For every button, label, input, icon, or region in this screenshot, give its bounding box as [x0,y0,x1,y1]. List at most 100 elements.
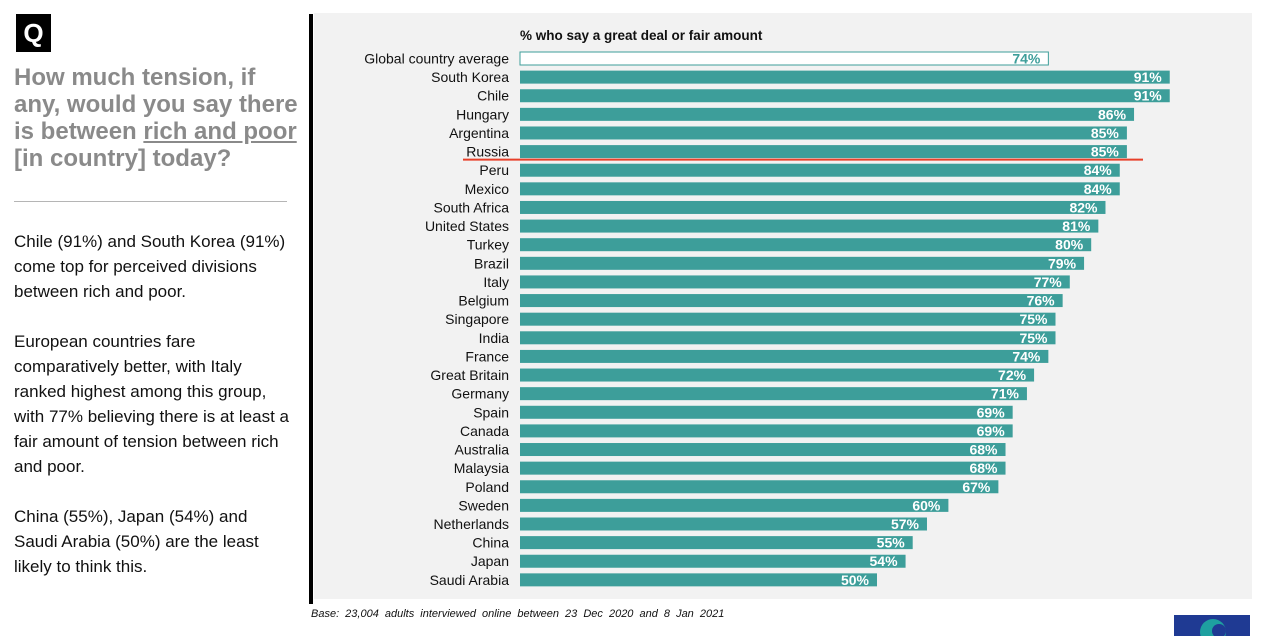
bar-italy [520,275,1070,289]
category-label-argentina: Argentina [449,125,509,141]
question-badge: Q [16,14,51,52]
base-note: Base: 23,004 adults interviewed online b… [311,608,725,620]
data-label-brazil: 79% [1048,255,1077,271]
category-label-russia: Russia [466,144,509,160]
bar-malaysia [520,461,1006,475]
category-label-south-africa: South Africa [434,199,510,215]
divider [14,201,287,202]
data-label-russia: 85% [1091,144,1120,160]
bar-singapore [520,312,1056,326]
bar-argentina [520,126,1127,140]
commentary-paragraph-2: European countries fare comparatively be… [14,332,289,476]
vertical-divider [309,14,313,604]
bar-china [520,536,913,550]
bar-france [520,349,1049,363]
bar-chile [520,89,1170,103]
data-label-malaysia: 68% [969,460,998,476]
data-label-peru: 84% [1084,162,1113,178]
data-label-germany: 71% [991,386,1020,402]
category-label-poland: Poland [465,479,509,495]
category-label-mexico: Mexico [465,181,510,197]
bar-turkey [520,238,1092,252]
category-label-saudi-arabia: Saudi Arabia [430,572,510,588]
data-label-canada: 69% [977,423,1006,439]
data-label-chile: 91% [1134,88,1163,104]
data-label-india: 75% [1019,330,1048,346]
bar-germany [520,387,1027,401]
question-text-part2: [in country] today? [14,145,232,172]
bar-mexico [520,182,1120,196]
bar-netherlands [520,517,927,531]
bar-canada [520,424,1013,438]
bar-belgium [520,294,1063,308]
data-label-united-states: 81% [1062,218,1091,234]
bar-brazil [520,256,1085,270]
data-label-italy: 77% [1034,274,1063,290]
category-label-global-country-average: Global country average [364,51,509,67]
commentary-paragraph-3: China (55%), Japan (54%) and Saudi Arabi… [14,507,259,576]
category-label-chile: Chile [477,88,509,104]
data-label-france: 74% [1012,348,1041,364]
category-label-spain: Spain [473,404,509,420]
bar-peru [520,163,1120,177]
data-label-spain: 69% [977,404,1006,420]
bar-india [520,331,1056,345]
data-label-hungary: 86% [1098,106,1127,122]
data-label-saudi-arabia: 50% [841,572,870,588]
data-label-south-africa: 82% [1069,199,1098,215]
category-label-great-britain: Great Britain [430,367,509,383]
data-label-argentina: 85% [1091,125,1120,141]
bar-chart: % who say a great deal or fair amount Glo… [314,13,1252,599]
category-label-japan: Japan [471,553,509,569]
bar-japan [520,554,906,568]
bar-spain [520,405,1013,419]
bar-sweden [520,498,949,512]
question-text-underlined: rich and poor [143,118,297,145]
category-label-turkey: Turkey [467,237,509,253]
question-text: How much tension, if any, would you say … [14,64,299,172]
bar-poland [520,480,999,494]
data-label-great-britain: 72% [998,367,1027,383]
data-label-japan: 54% [870,553,899,569]
chart-title: % who say a great deal or fair amount [520,28,763,43]
category-label-south-korea: South Korea [431,69,509,85]
bar-russia [520,145,1127,159]
bar-great-britain [520,368,1035,382]
category-label-singapore: Singapore [445,311,509,327]
data-label-south-korea: 91% [1134,69,1163,85]
bar-south-africa [520,200,1106,214]
commentary-paragraph-1: Chile (91%) and South Korea (91%) come t… [14,232,286,301]
data-label-sweden: 60% [912,497,941,513]
category-label-australia: Australia [455,442,510,458]
category-label-malaysia: Malaysia [454,460,509,476]
data-label-global-country-average: 74% [1012,51,1041,67]
category-label-france: France [465,348,509,364]
category-label-brazil: Brazil [474,255,509,271]
category-label-sweden: Sweden [458,497,509,513]
bar-saudi-arabia [520,573,877,587]
category-label-belgium: Belgium [458,293,509,309]
category-label-netherlands: Netherlands [434,516,510,532]
data-label-turkey: 80% [1055,237,1084,253]
data-label-poland: 67% [962,479,991,495]
bar-hungary [520,107,1135,121]
bar-australia [520,443,1006,457]
data-label-australia: 68% [969,442,998,458]
category-label-germany: Germany [451,386,509,402]
bar-global-country-average [519,51,1049,66]
data-label-belgium: 76% [1027,293,1056,309]
question-text-part1: How much tension, if any, would you say … [14,64,298,145]
data-label-mexico: 84% [1084,181,1113,197]
category-label-canada: Canada [460,423,509,439]
category-label-italy: Italy [483,274,509,290]
category-label-hungary: Hungary [456,106,509,122]
brand-logo [1174,615,1250,636]
bar-south-korea [520,70,1170,84]
category-label-peru: Peru [479,162,509,178]
bar-united-states [520,219,1099,233]
category-label-india: India [479,330,510,346]
data-label-singapore: 75% [1019,311,1048,327]
data-label-netherlands: 57% [891,516,920,532]
category-label-china: China [472,535,509,551]
data-label-china: 55% [877,535,906,551]
